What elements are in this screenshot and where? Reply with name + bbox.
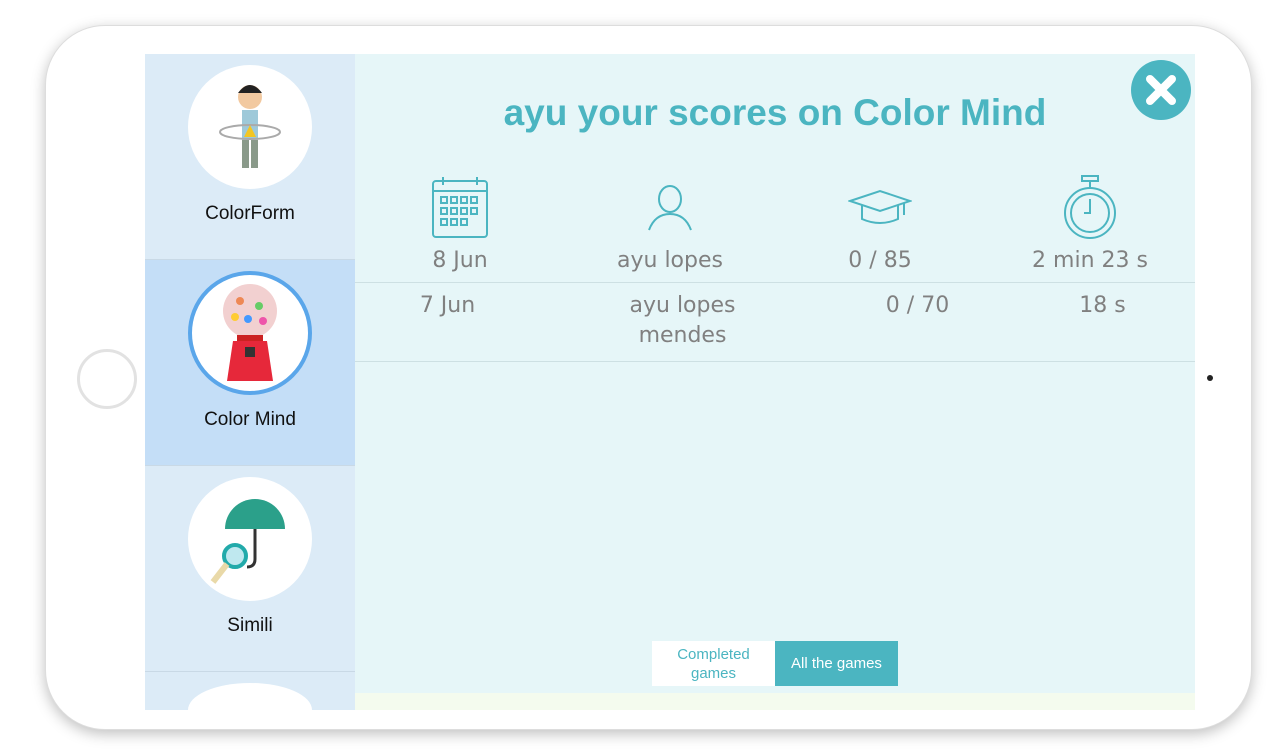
game-icon <box>188 683 312 710</box>
camera <box>1207 375 1213 381</box>
filter-toggle: Completed games All the games <box>652 641 898 686</box>
graduation-cap-icon <box>848 189 912 224</box>
close-icon <box>1146 75 1176 105</box>
sidebar-item-more[interactable] <box>145 672 355 710</box>
calendar-icon <box>432 177 488 238</box>
game-sidebar: ColorForm Color Mind Simili <box>145 54 355 710</box>
completed-games-button[interactable]: Completed games <box>652 641 775 686</box>
table-header <box>355 172 1195 242</box>
umbrella-magnifier-icon <box>188 477 312 601</box>
table-row[interactable]: 7 Jun ayu lopes mendes 0 / 70 18 s <box>355 283 1195 362</box>
score-cell: 0 / 85 <box>848 248 912 273</box>
page-title: ayu your scores on Color Mind <box>503 92 1047 133</box>
scores-panel: ayu your scores on Color Mind 8 Jun ayu … <box>355 54 1195 710</box>
time-cell: 18 s <box>1079 293 1126 318</box>
score-cell: 0 / 70 <box>885 293 950 318</box>
sidebar-item-label: Color Mind <box>204 409 296 430</box>
sidebar-item-label: ColorForm <box>205 203 295 224</box>
time-cell: 2 min 23 s <box>1032 248 1148 273</box>
player-cell: ayu lopes mendes <box>629 293 736 348</box>
sidebar-item-colorform[interactable]: ColorForm <box>145 54 355 260</box>
stopwatch-icon <box>1064 175 1116 239</box>
sidebar-item-simili[interactable]: Simili <box>145 466 355 672</box>
date-cell: 7 Jun <box>419 293 476 318</box>
user-icon <box>648 185 692 231</box>
all-games-button[interactable]: All the games <box>775 641 898 686</box>
sidebar-item-color-mind[interactable]: Color Mind <box>145 260 355 466</box>
table-row[interactable]: 8 Jun ayu lopes 0 / 85 2 min 23 s <box>355 242 1195 283</box>
player-cell: ayu lopes <box>617 248 723 273</box>
scores-table: 8 Jun ayu lopes 0 / 85 2 min 23 s 7 Jun … <box>355 172 1195 362</box>
gumball-machine-icon <box>188 271 312 395</box>
date-cell: 8 Jun <box>432 248 488 273</box>
home-button[interactable] <box>77 349 137 409</box>
screen: ColorForm Color Mind Simili ayu your sco… <box>145 54 1195 710</box>
sidebar-item-label: Simili <box>227 615 273 636</box>
footer-bar <box>355 693 1195 710</box>
boy-hula-hoop-icon <box>188 65 312 189</box>
close-button[interactable] <box>1131 60 1191 120</box>
